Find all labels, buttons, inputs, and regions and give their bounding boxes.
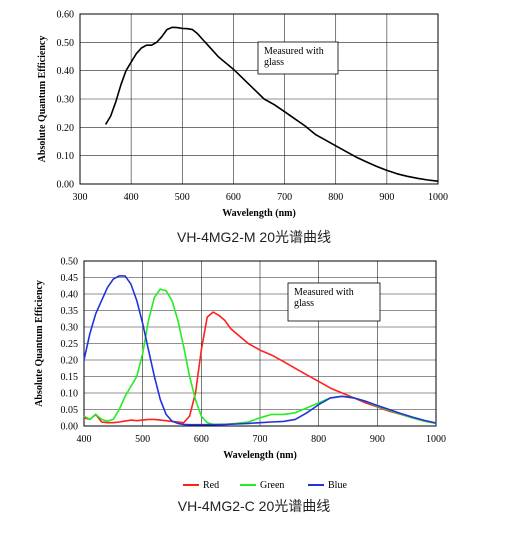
x-tick-label: 800 [328,192,343,203]
series-line-1 [104,26,439,182]
y-tick-label: 0.30 [61,323,79,334]
y-tick-label: 0.35 [61,306,79,317]
x-tick-label: 900 [379,192,394,203]
y-tick-label: 0.00 [61,422,79,433]
annotation-box [287,282,381,322]
y-tick-label: 0.10 [57,151,75,162]
chart-1: 300 400 500 600 700 800 900 1000 0.00 0.10 0.20 0.3… [37,10,448,246]
y-tick-label: 0.50 [61,257,79,268]
grid [83,260,437,427]
x-tick-label: 500 [175,192,190,203]
y-axis-label: Absolute Quantum Efficiency [37,36,48,163]
x-tick-label: 900 [370,434,385,445]
annotation-text: glass [294,298,314,309]
x-tick-label: 800 [311,434,326,445]
grid [79,13,439,185]
x-tick-label: 700 [277,192,292,203]
y-tick-label: 0.15 [61,372,79,383]
x-tick-label: 700 [253,434,268,445]
x-tick-label: 400 [124,192,139,203]
y-tick-label: 0.20 [61,356,79,367]
x-tick-label: 600 [226,192,241,203]
x-tick-label: 1000 [428,192,448,203]
legend-label: Red [203,480,219,491]
legend-label: Blue [328,480,347,491]
y-tick-label: 0.20 [57,123,75,134]
y-tick-label: 0.50 [57,38,75,49]
series-line-blue [83,275,437,426]
y-axis-label: Absolute Quantum Efficiency [34,280,45,407]
x-tick-label: 500 [135,434,150,445]
y-tick-label: 0.45 [61,273,79,284]
figure-caption: VH-4MG2-C 20光谱曲线 [178,498,330,514]
y-tick-label: 0.40 [57,66,75,77]
x-tick-label: 600 [194,434,209,445]
annotation-text: glass [264,57,284,68]
legend: Red Green Blue [183,480,347,491]
x-tick-label: 400 [77,434,92,445]
annotation-box [257,41,339,75]
y-tick-label: 0.00 [57,180,75,191]
x-tick-label: 300 [73,192,88,203]
plot-frame [83,260,437,427]
plot-frame [79,13,439,185]
y-tick-label: 0.30 [57,95,75,106]
annotation-text: Measured with [294,287,354,298]
y-tick-label: 0.25 [61,339,79,350]
chart-2: 400 500 600 700 800 900 1000 0.00 0.05 0.10 0.15 0.… [34,257,446,515]
y-tick-label: 0.40 [61,290,79,301]
x-axis-label: Wavelength (nm) [222,208,296,219]
y-tick-label: 0.60 [57,10,75,21]
x-axis-label: Wavelength (nm) [223,450,297,461]
x-tick-label: 1000 [426,434,446,445]
legend-label: Green [260,480,284,491]
figure-caption: VH-4MG2-M 20光谱曲线 [177,229,331,245]
annotation-text: Measured with [264,46,324,57]
series-line-red [83,311,437,425]
y-tick-label: 0.10 [61,389,79,400]
y-tick-label: 0.05 [61,405,79,416]
